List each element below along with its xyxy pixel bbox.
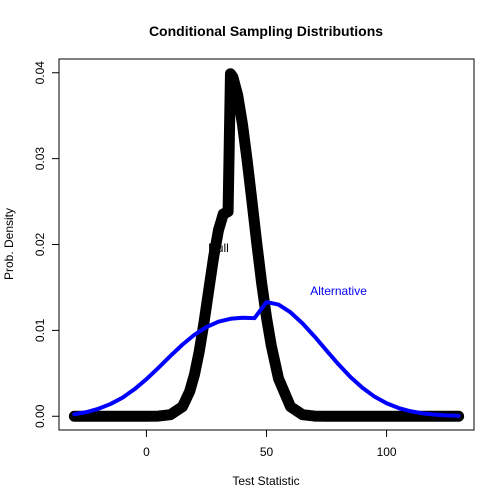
- plot-frame: [58, 58, 475, 431]
- y-axis: 0.00 0.01 0.02 0.03 0.04: [33, 61, 60, 428]
- y-tick-label: 0.01: [33, 318, 47, 342]
- x-tick-label: 50: [260, 445, 274, 459]
- annotation-layer: Null Alternative: [208, 241, 367, 298]
- y-tick-label: 0.00: [33, 404, 47, 428]
- x-tick-label: 0: [143, 445, 150, 459]
- x-axis: 0 50 100: [143, 429, 397, 459]
- series-alternative-line: [72, 300, 461, 418]
- series-null-line: [68, 68, 465, 422]
- x-axis-label: Test Statistic: [232, 474, 299, 488]
- series-layer: [68, 68, 465, 422]
- y-tick-label: 0.03: [33, 147, 47, 171]
- chart-title: Conditional Sampling Distributions: [149, 23, 383, 39]
- annotation-alternative: Alternative: [310, 284, 367, 298]
- y-tick-label: 0.04: [33, 61, 47, 85]
- y-axis-label: Prob. Density: [2, 208, 16, 280]
- y-tick-label: 0.02: [33, 232, 47, 256]
- x-tick-label: 100: [377, 445, 397, 459]
- annotation-null: Null: [208, 241, 229, 255]
